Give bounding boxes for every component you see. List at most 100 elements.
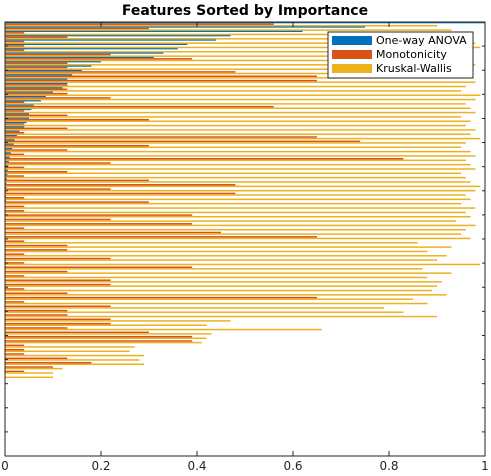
- bar-monotonicity-69: [5, 322, 111, 325]
- bar-kruskal-wallis-13: [5, 81, 476, 83]
- legend-swatch-monotonicity: [332, 50, 372, 59]
- bar-one-way-anova-5: [5, 43, 188, 46]
- bar-monotonicity-6: [5, 49, 25, 51]
- bar-one-way-anova-0: [5, 21, 485, 24]
- bar-kruskal-wallis-47: [5, 229, 466, 231]
- bar-kruskal-wallis-22: [5, 120, 471, 122]
- bar-kruskal-wallis-25: [5, 133, 471, 136]
- bar-monotonicity-17: [5, 97, 111, 99]
- bar-monotonicity-48: [5, 231, 221, 234]
- bar-monotonicity-39: [5, 192, 236, 195]
- bar-monotonicity-79: [5, 366, 53, 368]
- bar-monotonicity-49: [5, 236, 317, 238]
- bar-kruskal-wallis-70: [5, 328, 322, 331]
- bar-kruskal-wallis-5: [5, 46, 481, 49]
- bar-kruskal-wallis-27: [5, 142, 466, 144]
- bar-monotonicity-61: [5, 288, 25, 290]
- bar-monotonicity-24: [5, 127, 68, 130]
- bar-monotonicity-72: [5, 335, 193, 338]
- bar-monotonicity-44: [5, 214, 193, 216]
- bar-one-way-anova-2: [5, 30, 303, 32]
- x-tick-label: 1: [481, 459, 489, 473]
- bar-one-way-anova-9: [5, 60, 101, 63]
- bar-kruskal-wallis-51: [5, 246, 452, 248]
- x-tick-label: 0.8: [379, 459, 398, 473]
- bar-monotonicity-2: [5, 32, 25, 34]
- bar-monotonicity-74: [5, 344, 25, 347]
- bar-kruskal-wallis-72: [5, 337, 207, 339]
- bar-kruskal-wallis-0: [5, 25, 437, 27]
- bar-one-way-anova-11: [5, 69, 82, 72]
- bar-monotonicity-9: [5, 62, 68, 64]
- bar-kruskal-wallis-49: [5, 237, 471, 240]
- bar-kruskal-wallis-76: [5, 354, 145, 357]
- bar-monotonicity-27: [5, 140, 361, 143]
- bar-monotonicity-46: [5, 223, 193, 225]
- bar-monotonicity-68: [5, 318, 111, 321]
- legend-label-kruskal-wallis: Kruskal-Wallis: [376, 62, 452, 75]
- bar-kruskal-wallis-46: [5, 224, 476, 227]
- bar-kruskal-wallis-20: [5, 111, 476, 114]
- bar-one-way-anova-37: [5, 182, 7, 184]
- bar-kruskal-wallis-38: [5, 189, 476, 192]
- bar-kruskal-wallis-81: [5, 376, 53, 379]
- legend-label-one-way-anova: One-way ANOVA: [376, 34, 467, 47]
- bar-one-way-anova-33: [5, 165, 9, 167]
- bar-kruskal-wallis-52: [5, 250, 428, 253]
- bar-kruskal-wallis-39: [5, 194, 466, 196]
- bar-kruskal-wallis-45: [5, 220, 457, 222]
- bar-one-way-anova-35: [5, 173, 8, 176]
- bar-monotonicity-55: [5, 262, 25, 264]
- bar-one-way-anova-4: [5, 39, 217, 41]
- bar-one-way-anova-8: [5, 56, 154, 59]
- bar-monotonicity-45: [5, 218, 111, 221]
- bar-kruskal-wallis-15: [5, 90, 461, 92]
- bar-kruskal-wallis-74: [5, 346, 135, 348]
- bar-monotonicity-28: [5, 144, 149, 147]
- bar-one-way-anova-32: [5, 160, 9, 163]
- bar-monotonicity-56: [5, 266, 193, 268]
- bar-monotonicity-11: [5, 71, 236, 73]
- bar-one-way-anova-12: [5, 73, 73, 76]
- bar-monotonicity-67: [5, 314, 68, 316]
- bar-kruskal-wallis-8: [5, 59, 461, 62]
- bar-monotonicity-15: [5, 88, 68, 91]
- bar-kruskal-wallis-11: [5, 72, 461, 75]
- bar-one-way-anova-34: [5, 169, 8, 171]
- bar-kruskal-wallis-14: [5, 85, 466, 88]
- bar-kruskal-wallis-23: [5, 124, 466, 127]
- bar-monotonicity-78: [5, 361, 92, 364]
- bar-monotonicity-53: [5, 253, 25, 255]
- bar-monotonicity-26: [5, 136, 317, 138]
- bar-kruskal-wallis-55: [5, 263, 481, 266]
- chart-title: Features Sorted by Importance: [122, 3, 368, 19]
- bar-one-way-anova-15: [5, 86, 63, 89]
- bar-kruskal-wallis-9: [5, 64, 476, 66]
- axes-group: 0 0.2 0.4 0.6 0.8 1: [1, 21, 489, 473]
- bar-one-way-anova-26: [5, 134, 17, 137]
- bar-kruskal-wallis-3: [5, 38, 466, 40]
- legend-label-monotonicity: Monotonicity: [376, 48, 447, 61]
- bar-monotonicity-50: [5, 240, 25, 242]
- bar-kruskal-wallis-1: [5, 29, 452, 31]
- bar-kruskal-wallis-42: [5, 207, 476, 209]
- bar-kruskal-wallis-33: [5, 168, 476, 170]
- bar-monotonicity-75: [5, 348, 25, 351]
- bar-kruskal-wallis-54: [5, 259, 437, 261]
- bar-kruskal-wallis-50: [5, 242, 418, 244]
- bar-monotonicity-71: [5, 331, 149, 334]
- bar-kruskal-wallis-32: [5, 163, 471, 166]
- bar-monotonicity-59: [5, 279, 111, 281]
- bar-monotonicity-76: [5, 353, 25, 355]
- bar-kruskal-wallis-71: [5, 333, 212, 335]
- bar-kruskal-wallis-26: [5, 137, 481, 140]
- bar-one-way-anova-25: [5, 130, 20, 132]
- bar-kruskal-wallis-19: [5, 107, 471, 109]
- bar-one-way-anova-28: [5, 143, 14, 145]
- bar-monotonicity-21: [5, 114, 68, 117]
- bar-kruskal-wallis-61: [5, 289, 433, 292]
- bar-monotonicity-47: [5, 227, 25, 229]
- bar-monotonicity-3: [5, 36, 68, 38]
